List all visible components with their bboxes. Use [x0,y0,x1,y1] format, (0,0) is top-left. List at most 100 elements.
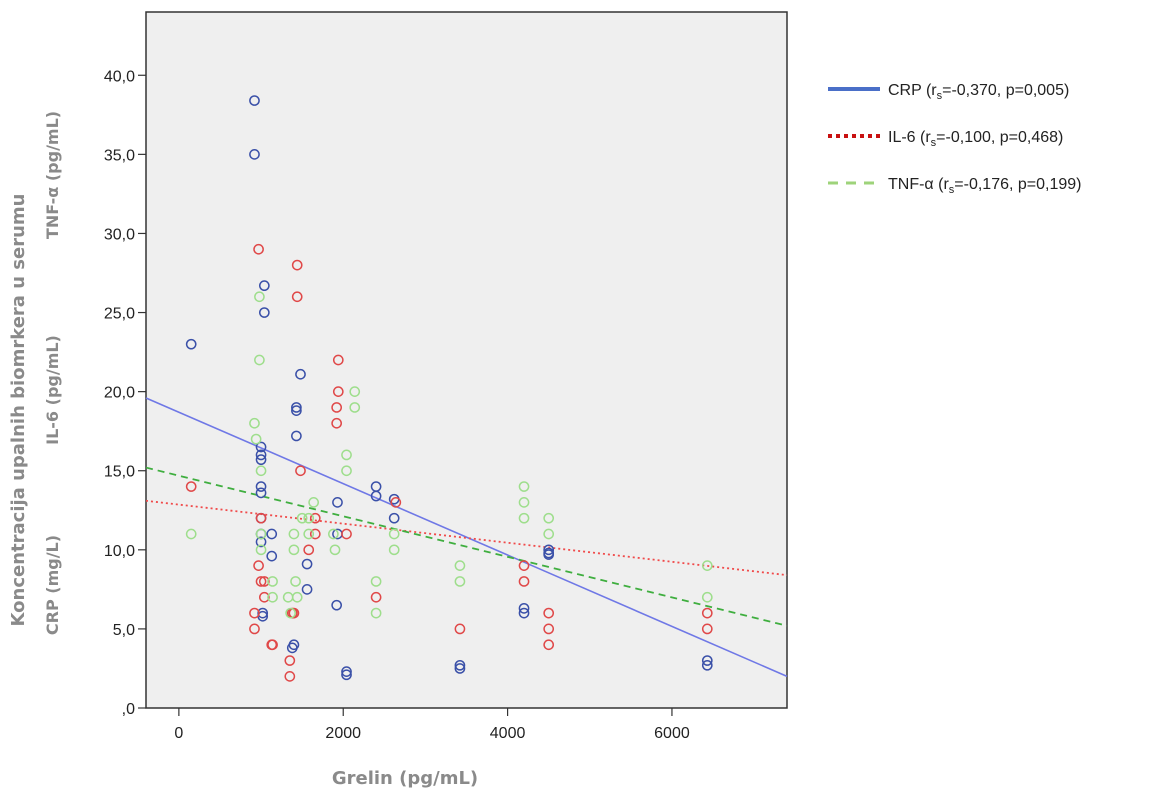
y-tick-label: 40,0 [104,68,135,85]
data-point [454,659,466,671]
data-point [370,607,382,619]
y-axis-title-line-il6: IL-6 (pg/mL) [43,335,62,445]
data-point [255,512,267,524]
data-point [543,639,555,651]
data-point [331,402,343,413]
data-point [543,607,555,619]
data-point [341,666,352,677]
data-point [254,291,265,303]
data-point [288,528,300,540]
data-point [543,549,555,560]
data-point [291,405,302,416]
data-point [255,481,267,492]
data-point [266,639,278,651]
data-point [255,441,267,453]
y-tick-label: 20,0 [104,385,135,402]
data-point [301,558,313,570]
data-point [255,528,267,540]
plot-area [145,11,788,709]
x-tick-label: 2000 [325,725,361,742]
y-tick-label: 15,0 [104,464,135,481]
data-point [286,642,298,654]
data-point [258,576,270,587]
data-point [249,623,260,635]
y-axis-title-line-1: Koncentracija upalnih biomrkera u serumu [8,194,29,627]
data-point [309,528,321,540]
data-point [295,465,306,477]
legend-entry: TNF-α (rs=-0,176, p=0,199) [828,176,1082,196]
x-tick-label: 4000 [490,725,526,742]
data-point [284,671,296,682]
x-tick-label: 6000 [654,725,690,742]
y-tick-label: 10,0 [104,543,135,560]
data-point [370,591,382,603]
data-point [518,602,530,614]
data-point [255,465,267,477]
data-point [390,497,402,508]
data-point [518,481,530,492]
data-point [454,663,466,674]
data-point [303,512,315,524]
data-point [331,417,343,429]
data-point [255,536,267,548]
data-point [253,243,264,255]
data-point [454,576,466,587]
series-il6 [185,243,713,682]
data-point [543,623,555,635]
data-point [341,528,352,540]
y-tick-label: ,0 [122,701,135,718]
data-point [308,497,319,508]
legend-label: TNF-α (rs=-0,176, p=0,199) [888,176,1082,196]
y-tick-label: 5,0 [113,622,135,639]
data-point [309,512,321,524]
legend-label: IL-6 (rs=-0,100, p=0,468) [888,129,1063,149]
data-point [332,386,344,397]
data-point [288,607,300,619]
data-point [370,576,382,587]
data-point [291,259,303,271]
data-point [303,528,315,540]
data-point [303,544,315,556]
data-point [290,576,301,587]
data-point [301,584,313,595]
data-point [454,623,466,635]
data-point [254,354,265,366]
data-point [388,512,400,524]
data-point [255,487,267,499]
data-point [332,497,343,508]
data-point [349,386,361,397]
data-point [291,291,303,303]
data-point [518,576,530,587]
data-point [295,368,306,380]
y-tick-label: 30,0 [104,226,135,243]
y-axis-title-line-crp: CRP (mg/L) [43,535,62,635]
data-point [249,95,260,106]
data-point [518,607,530,619]
data-point [266,550,278,562]
series-tnf [185,291,713,619]
data-point [701,659,713,671]
data-point [701,560,713,571]
data-point [701,655,713,666]
data-point [253,560,264,571]
data-point [518,560,530,571]
data-point [388,528,400,540]
data-point [518,512,530,524]
y-axis-title: Koncentracija upalnih biomrkera u serumu… [8,111,62,635]
data-point [266,528,278,540]
data-point [249,149,260,160]
data-point [257,607,269,619]
y-axis-title-line-tnf: TNF-α (pg/mL) [43,111,62,239]
data-point [543,512,555,524]
data-point [267,576,278,587]
x-axis-title: Grelin (pg/mL) [332,768,478,789]
data-point [258,591,270,603]
x-axis: 0 2000 4000 6000 [174,708,690,742]
data-point [701,623,713,635]
data-point [255,454,267,466]
data-point [331,599,343,611]
data-point [185,481,197,492]
legend-label: CRP (rs=-0,370, p=0,005) [888,82,1069,102]
fit-line-crp [145,397,788,678]
